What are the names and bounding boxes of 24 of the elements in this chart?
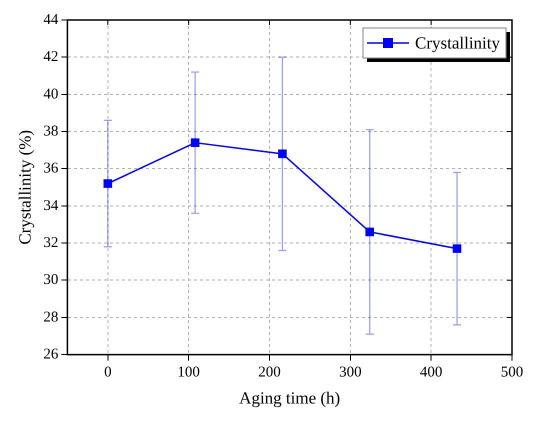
x-tick-label: 500	[500, 364, 524, 381]
y-tick-label: 34	[43, 198, 59, 214]
x-tick-label: 100	[177, 364, 200, 381]
y-tick-label: 26	[43, 346, 59, 363]
point	[278, 150, 287, 158]
y-tick-label: 40	[43, 86, 58, 102]
y-axis-title: Crystallinity (%)	[16, 130, 35, 245]
y-tick-label: 28	[43, 309, 58, 326]
y-tick-label: 42	[43, 49, 58, 66]
y-tick-label: 36	[43, 160, 59, 177]
point	[365, 228, 374, 236]
y-tick-label: 30	[43, 272, 58, 288]
point	[104, 179, 112, 188]
x-tick-label: 300	[339, 364, 362, 381]
y-tick-label: 44	[43, 12, 59, 28]
x-tick-label: 400	[420, 364, 442, 381]
x-tick-label: 200	[258, 364, 281, 381]
legend-label: Crystallinity	[415, 33, 500, 52]
point	[452, 244, 462, 253]
x-axis-title: Aging time (h)	[239, 388, 340, 408]
y-tick-label: 38	[43, 123, 58, 140]
x-tick-label: 0	[104, 364, 112, 381]
y-tick-label: 32	[43, 235, 58, 252]
point	[190, 138, 200, 147]
